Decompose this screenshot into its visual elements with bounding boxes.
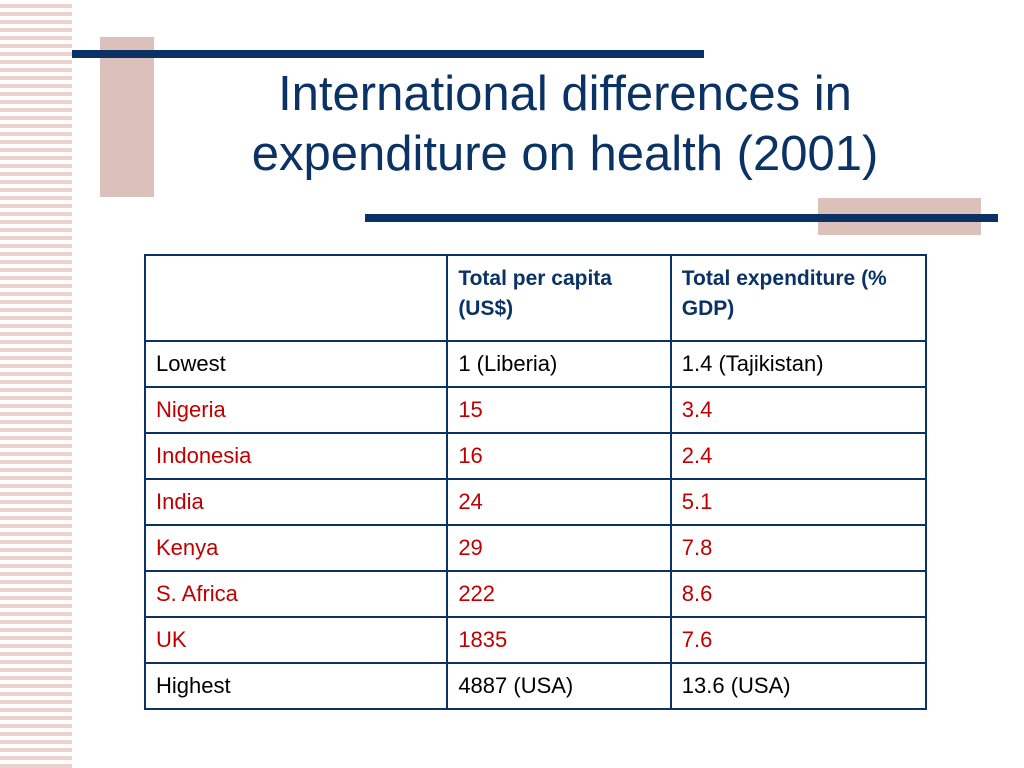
country-cell: Nigeria — [143, 386, 449, 434]
per-capita-cell: 24 — [446, 478, 672, 526]
top-accent-block — [100, 37, 154, 197]
country-cell: Kenya — [143, 524, 449, 572]
country-cell: UK — [143, 616, 449, 664]
per-capita-cell: 16 — [446, 432, 672, 480]
header-cell-empty — [143, 254, 449, 342]
bottom-accent-line — [365, 214, 998, 222]
pct-gdp-cell: 8.6 — [669, 570, 928, 618]
slide-title: International differences in expenditure… — [251, 67, 879, 181]
pct-gdp-cell: 7.8 — [669, 524, 928, 572]
table-row: Lowest 1 (Liberia) 1.4 (Tajikistan) — [143, 340, 928, 388]
pct-gdp-cell: 13.6 (USA) — [669, 662, 928, 710]
table-row: UK 1835 7.6 — [143, 616, 928, 664]
table-row: S. Africa 222 8.6 — [143, 570, 928, 618]
table-header-row: Total per capita (US$) Total expenditure… — [143, 254, 928, 342]
pct-gdp-cell: 7.6 — [669, 616, 928, 664]
table-row: Nigeria 15 3.4 — [143, 386, 928, 434]
pct-gdp-cell: 1.4 (Tajikistan) — [669, 340, 928, 388]
country-cell: India — [143, 478, 449, 526]
per-capita-cell: 222 — [446, 570, 672, 618]
top-accent-line — [72, 50, 704, 58]
pct-gdp-cell: 3.4 — [669, 386, 928, 434]
left-stripe-decoration — [0, 0, 72, 768]
country-cell: S. Africa — [143, 570, 449, 618]
country-cell: Highest — [143, 662, 449, 710]
per-capita-cell: 29 — [446, 524, 672, 572]
per-capita-cell: 15 — [446, 386, 672, 434]
expenditure-table: Total per capita (US$) Total expenditure… — [143, 254, 928, 710]
table-row: Indonesia 16 2.4 — [143, 432, 928, 480]
per-capita-cell: 1 (Liberia) — [446, 340, 672, 388]
table-row: India 24 5.1 — [143, 478, 928, 526]
table-row: Kenya 29 7.8 — [143, 524, 928, 572]
pct-gdp-cell: 2.4 — [669, 432, 928, 480]
table-row: Highest 4887 (USA) 13.6 (USA) — [143, 662, 928, 710]
pct-gdp-cell: 5.1 — [669, 478, 928, 526]
per-capita-cell: 1835 — [446, 616, 672, 664]
country-cell: Lowest — [143, 340, 449, 388]
header-cell-per-capita: Total per capita (US$) — [446, 254, 672, 342]
country-cell: Indonesia — [143, 432, 449, 480]
header-cell-pct-gdp: Total expenditure (% GDP) — [669, 254, 928, 342]
per-capita-cell: 4887 (USA) — [446, 662, 672, 710]
